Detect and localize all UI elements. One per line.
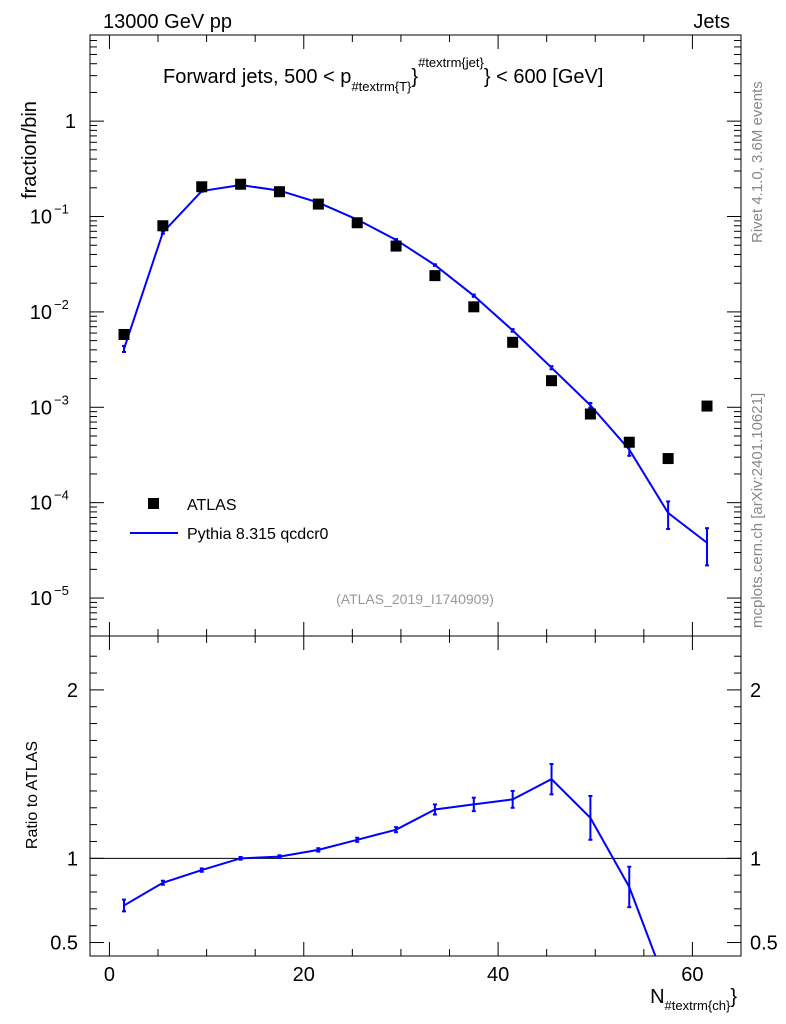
atlas-data-point [546,375,558,387]
atlas-data-point [312,198,324,210]
title-prefix: Forward jets, 500 < p [163,66,351,88]
atlas-data-point [390,240,402,252]
main-panel-frame [89,34,742,637]
x-axis-title-base: N [650,986,664,1008]
x-axis-title-brace: } [730,986,737,1008]
x-axis-title: N#textrm{ch}} [650,986,737,1013]
y-tick-label: 10 [30,397,52,419]
x-tick-label: 20 [293,964,315,986]
beam-energy-label: 13000 GeV pp [103,11,232,33]
y-tick-label-exponent: −5 [54,583,69,598]
x-tick-label: 60 [681,964,703,986]
x-axis-title-subscript: #textrm{ch} [665,998,731,1013]
atlas-data-point [507,336,519,348]
atlas-data-point [235,178,247,190]
plot-title: Forward jets, 500 < p#textrm{T}}#textrm{… [163,55,603,94]
y-tick-label-exponent: −3 [54,392,69,407]
y-tick-label: 1 [65,111,76,133]
process-label: Jets [693,11,730,33]
atlas-data-point [196,181,208,193]
y-tick-label: 10 [30,588,52,610]
x-tick-label: 0 [104,964,115,986]
y-tick-label: 10 [30,207,52,229]
atlas-data-point [584,408,596,420]
data-marks [90,178,741,957]
mcplots-label: mcplots.cern.ch [arXiv:2401.10621] [749,393,766,628]
y-tick-label: 10 [30,302,52,324]
analysis-tag: (ATLAS_2019_I1740909) [336,591,494,607]
ratio-y-tick-label: 1 [67,848,78,870]
atlas-data-point [662,453,674,465]
y-tick-label-exponent: −4 [54,488,69,503]
atlas-data-point [273,186,285,198]
y-tick-label-exponent: −1 [54,202,69,217]
ratio-y-tick-label: 2 [67,680,78,702]
ratio-y-tick-label: 0.5 [50,933,78,955]
ratio-y-tick-label-right: 0.5 [750,933,778,955]
ratio-y-tick-label-right: 1 [750,848,761,870]
rivet-version-label: Rivet 4.1.0, 3.6M events [749,81,766,243]
ratio-panel-frame [89,635,742,957]
legend-data-label: ATLAS [187,497,237,514]
ratio-y-tick-label-right: 2 [750,680,761,702]
atlas-data-point [701,400,713,412]
y-tick-label: 10 [30,493,52,515]
title-brace: } [411,66,418,88]
atlas-data-point [157,220,169,232]
legend-mc-label: Pythia 8.315 qcdcr0 [187,526,329,543]
title-subscript: #textrm{T} [351,79,412,94]
atlas-data-point [429,270,441,282]
atlas-data-point [468,301,480,313]
main-y-axis-title: fraction/bin [19,101,41,199]
y-tick-label-exponent: −2 [54,297,69,312]
legend-data-marker [148,498,159,509]
x-tick-label: 40 [487,964,509,986]
title-suffix: } < 600 [GeV] [484,66,604,88]
mc-series-line [123,183,708,544]
atlas-data-point [623,436,635,448]
atlas-data-point [118,328,130,340]
ratio-y-axis-title: Ratio to ATLAS [24,741,41,849]
title-superscript: #textrm{jet} [418,55,484,70]
atlas-data-point [351,217,363,229]
